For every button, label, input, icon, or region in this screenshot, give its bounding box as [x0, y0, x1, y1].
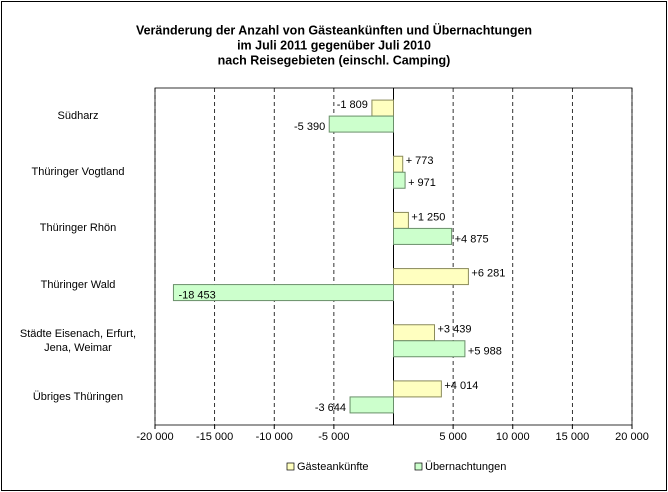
category-label: Thüringer Rhön [39, 222, 117, 235]
value-label: +4 875 [455, 233, 489, 245]
x-tick-label: -5 000 [318, 431, 349, 443]
category-label: Städte Eisenach, Erfurt, Jena, Weimar [19, 327, 137, 354]
bar [393, 340, 466, 358]
bar [393, 171, 406, 189]
x-tick-label: -15 000 [196, 431, 233, 443]
legend-swatch [414, 462, 423, 471]
value-label: +5 988 [468, 346, 502, 358]
chart-title: Veränderung der Anzahl von Gästeankünfte… [136, 22, 532, 37]
bar [393, 227, 453, 245]
bar [349, 396, 394, 414]
value-label: +4 014 [444, 380, 478, 392]
value-label: -18 453 [178, 289, 215, 301]
value-label: + 971 [408, 177, 436, 189]
x-tick-label: 20 000 [615, 431, 649, 443]
value-label: -5 390 [294, 121, 325, 133]
bar [371, 99, 394, 117]
bar [328, 115, 394, 133]
legend-swatch [286, 462, 295, 471]
x-tick-label: 5 000 [439, 431, 467, 443]
bar [393, 380, 442, 398]
value-label: +3 439 [438, 324, 472, 336]
chart-title: im Juli 2011 gegenüber Juli 2010 [237, 38, 431, 52]
chart-title: nach Reisegebieten (einschl. Camping) [218, 53, 451, 67]
bar [393, 324, 436, 342]
x-tick-label: -10 000 [256, 431, 293, 443]
x-tick-label: 15 000 [556, 431, 590, 443]
value-label: -1 809 [337, 99, 368, 111]
bar [393, 268, 469, 286]
value-label: + 773 [406, 155, 434, 167]
category-label: Übriges Thüringen [32, 390, 124, 403]
category-label: Südharz [57, 110, 99, 123]
value-label: +6 281 [471, 267, 505, 279]
legend-label: Gästeankünfte [297, 461, 369, 473]
x-tick-label: -20 000 [136, 431, 173, 443]
bar [393, 211, 409, 229]
bar [172, 284, 394, 302]
legend-label: Übernachtungen [425, 461, 506, 473]
x-tick-label: 10 000 [496, 431, 530, 443]
bar [393, 155, 404, 173]
category-label: Thüringer Vogtland [31, 166, 125, 179]
value-label: -3 644 [315, 402, 346, 414]
category-label: Thüringer Wald [40, 278, 116, 291]
value-label: +1 250 [411, 211, 445, 223]
